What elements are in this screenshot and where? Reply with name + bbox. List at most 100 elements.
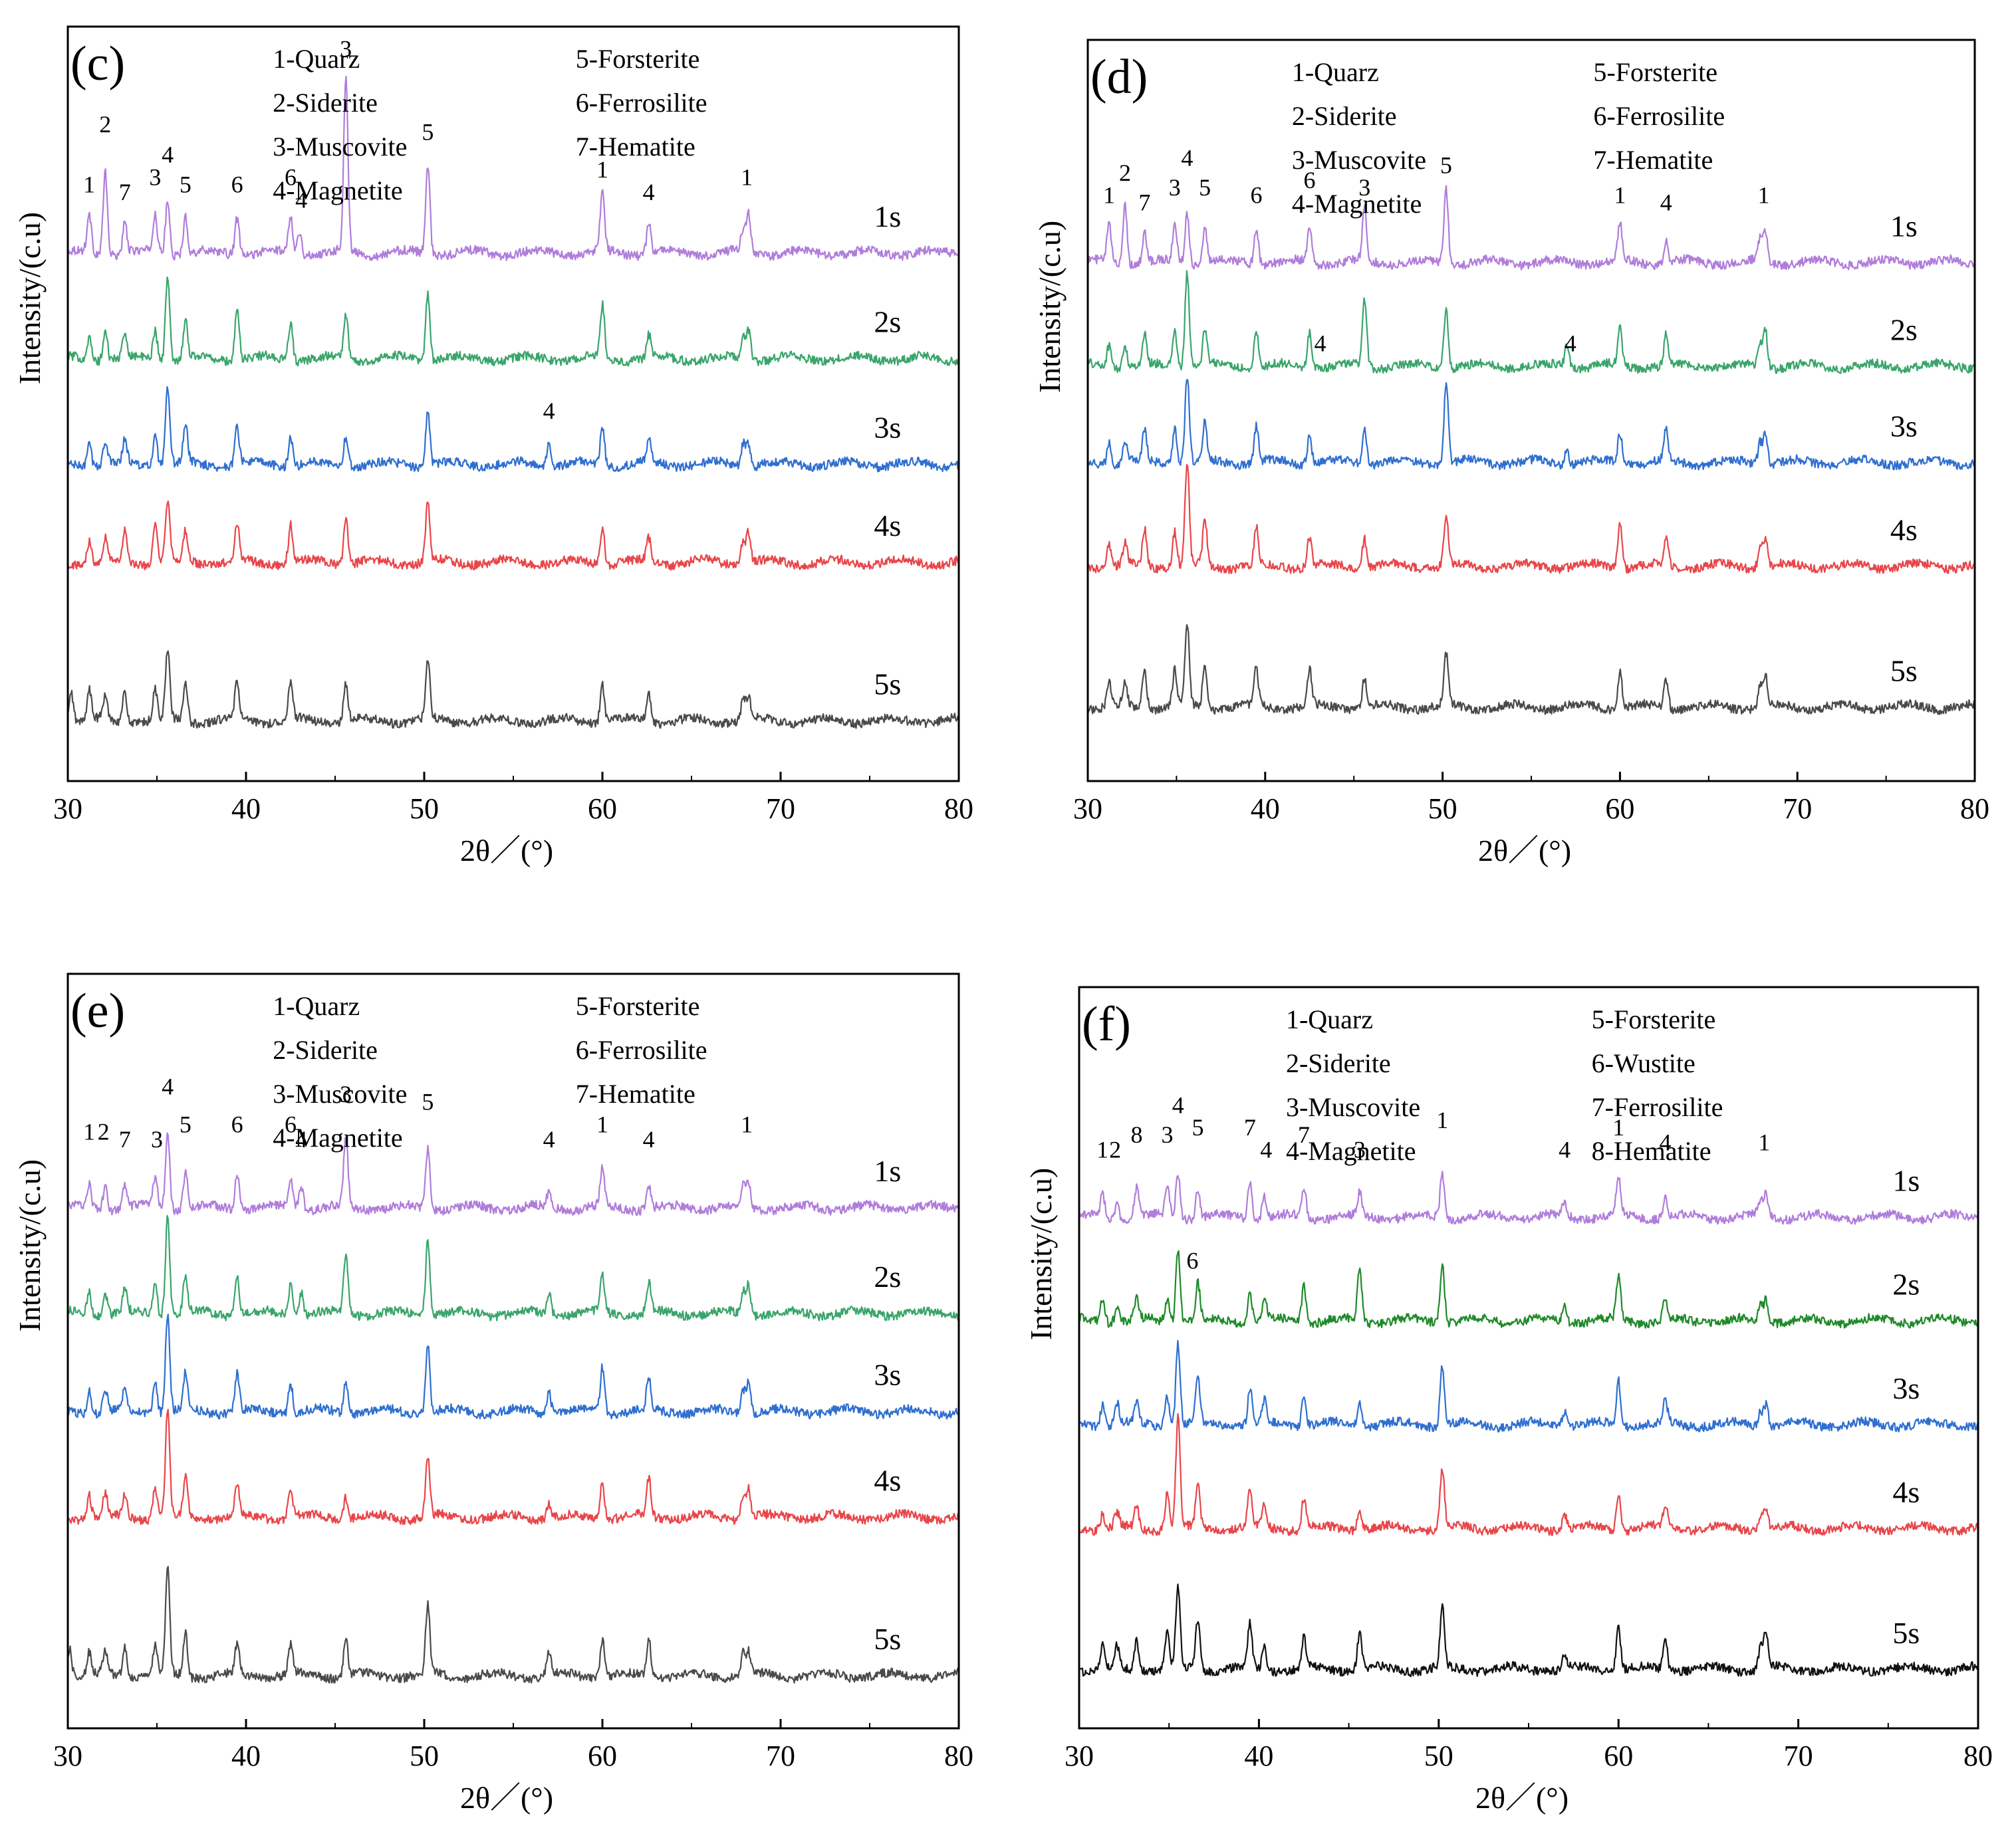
peak-annotation: 2 [98,1119,110,1145]
legend-entry: 6-Ferrosilite [576,1035,707,1065]
peak-annotation: 1 [1096,1136,1108,1163]
series-line-2s [66,276,959,367]
series-label-1s: 1s [874,199,901,233]
series-line-1s [1086,185,1975,271]
x-axis-label: 2θ／(°) [460,1781,553,1815]
legend-entry: 2-Siderite [273,1035,378,1065]
legend-entry: 2-Siderite [1292,101,1397,131]
phase-legend: 1-Quarz 2-Siderite 3-Muscovite 4-Magnetite 5… [1292,57,1725,219]
peak-annotation: 4 [295,186,307,213]
peak-annotation: 1 [83,172,95,198]
x-tick-label: 80 [1960,792,1989,825]
panel-label: (f) [1082,997,1131,1052]
peak-annotation: 3 [340,1081,352,1107]
phase-legend: 1-Quarz 2-Siderite 3-Muscovite 4-Magnetite 5… [1286,1004,1723,1166]
series-line-4s [67,1409,959,1526]
series-label-1s: 1s [1892,1164,1920,1198]
x-tick-label: 60 [588,1740,617,1772]
peak-annotation: 3 [1358,174,1370,201]
series-line-2s [1086,270,1975,374]
legend-entry: 3-Muscovite [273,132,407,162]
legend-entry: 3-Muscovite [273,1079,407,1109]
legend-entry: 7-Hematite [1593,145,1713,175]
series-line-5s [66,1565,959,1684]
legend-entry: 1-Quarz [1286,1004,1373,1034]
plot-frame [1086,39,1976,782]
peak-annotation: 5 [1192,1114,1203,1141]
series-label-1s: 1s [874,1154,901,1188]
peak-annotation: 1 [1758,1129,1770,1155]
plot-frame [1078,986,1979,1730]
legend-entry: 8-Hematite [1592,1136,1711,1166]
y-axis-label: Intensity/(c.u) [13,212,47,384]
plot-frame [66,25,960,782]
series-label-4s: 4s [1890,513,1918,547]
peak-annotation: 4 [162,1074,174,1100]
x-tick-label: 60 [588,792,617,825]
peak-annotation: 2 [99,111,111,138]
x-tick-label: 40 [1251,792,1280,825]
peak-annotation: 4 [1315,330,1326,356]
series-label-3s: 3s [874,1358,901,1392]
series-line-1s [67,75,959,261]
peak-annotation: 5 [180,1111,191,1137]
series-line-5s [1086,624,1975,715]
legend-entry: 4-Magnetite [1292,189,1422,219]
peak-annotation: 4 [162,141,174,168]
phase-legend: 1-Quarz 2-Siderite 3-Muscovite 4-Magnetite 5… [273,991,707,1153]
x-tick-label: 40 [231,1740,261,1772]
series-label-3s: 3s [1890,409,1918,443]
x-tick-label: 40 [231,792,261,825]
series-label-2s: 2s [874,305,901,339]
x-tick-label: 50 [410,792,439,825]
peak-annotation: 6 [1250,181,1262,208]
x-tick-label: 50 [1424,1740,1453,1772]
legend-entry: 6-Ferrosilite [1593,101,1725,131]
series-label-3s: 3s [1892,1371,1920,1405]
series-line-4s [66,500,959,571]
legend-entry: 1-Quarz [273,991,360,1021]
legend-entry: 1-Quarz [1292,57,1379,87]
peak-annotation: 3 [1169,174,1181,201]
peak-annotation: 6 [285,164,297,190]
legend-entry: 4-Magnetite [273,1123,403,1153]
peak-annotation: 4 [643,179,655,205]
peak-annotation: 6 [1304,167,1316,193]
peak-annotation: 6 [231,172,243,198]
peak-annotation: 4 [295,1126,307,1153]
legend-entry: 7-Hematite [576,132,695,162]
x-tick-label: 80 [944,792,973,825]
legend-entry: 1-Quarz [273,44,360,74]
x-axis-label: 2θ／(°) [1478,834,1571,867]
series-line-5s [66,650,959,729]
peak-annotation: 6 [231,1111,243,1137]
peak-annotation: 3 [151,1126,163,1153]
legend-entry: 6-Wustite [1592,1048,1696,1078]
x-tick-label: 30 [1065,1740,1094,1772]
peak-annotation: 4 [1660,189,1672,215]
series-line-3s [1078,1339,1979,1433]
peak-annotation: 7 [1244,1114,1256,1141]
peak-annotation: 1 [741,1111,753,1137]
peak-annotation: 4 [1565,330,1576,356]
legend-entry: 5-Forsterite [1592,1004,1716,1034]
legend-entry: 5-Forsterite [576,44,700,74]
series-line-1s [1078,1171,1979,1225]
legend-entry: 5-Forsterite [576,991,700,1021]
x-tick-label: 30 [53,792,82,825]
peak-annotation: 1 [1612,1114,1624,1141]
x-tick-label: 60 [1604,1740,1633,1772]
peak-annotation: 4 [1181,145,1193,172]
legend-entry: 2-Siderite [273,88,378,118]
peak-annotation: 3 [149,164,161,190]
series-line-5s [1078,1583,1979,1677]
peak-annotation: 7 [1138,189,1150,215]
y-axis-label: Intensity/(c.u) [1024,1168,1058,1340]
series-label-5s: 5s [1892,1616,1920,1650]
series-line-2s [1078,1250,1979,1329]
y-axis-label: Intensity/(c.u) [13,1159,47,1331]
peak-annotation: 2 [1109,1136,1121,1163]
legend-entry: 2-Siderite [1286,1048,1391,1078]
